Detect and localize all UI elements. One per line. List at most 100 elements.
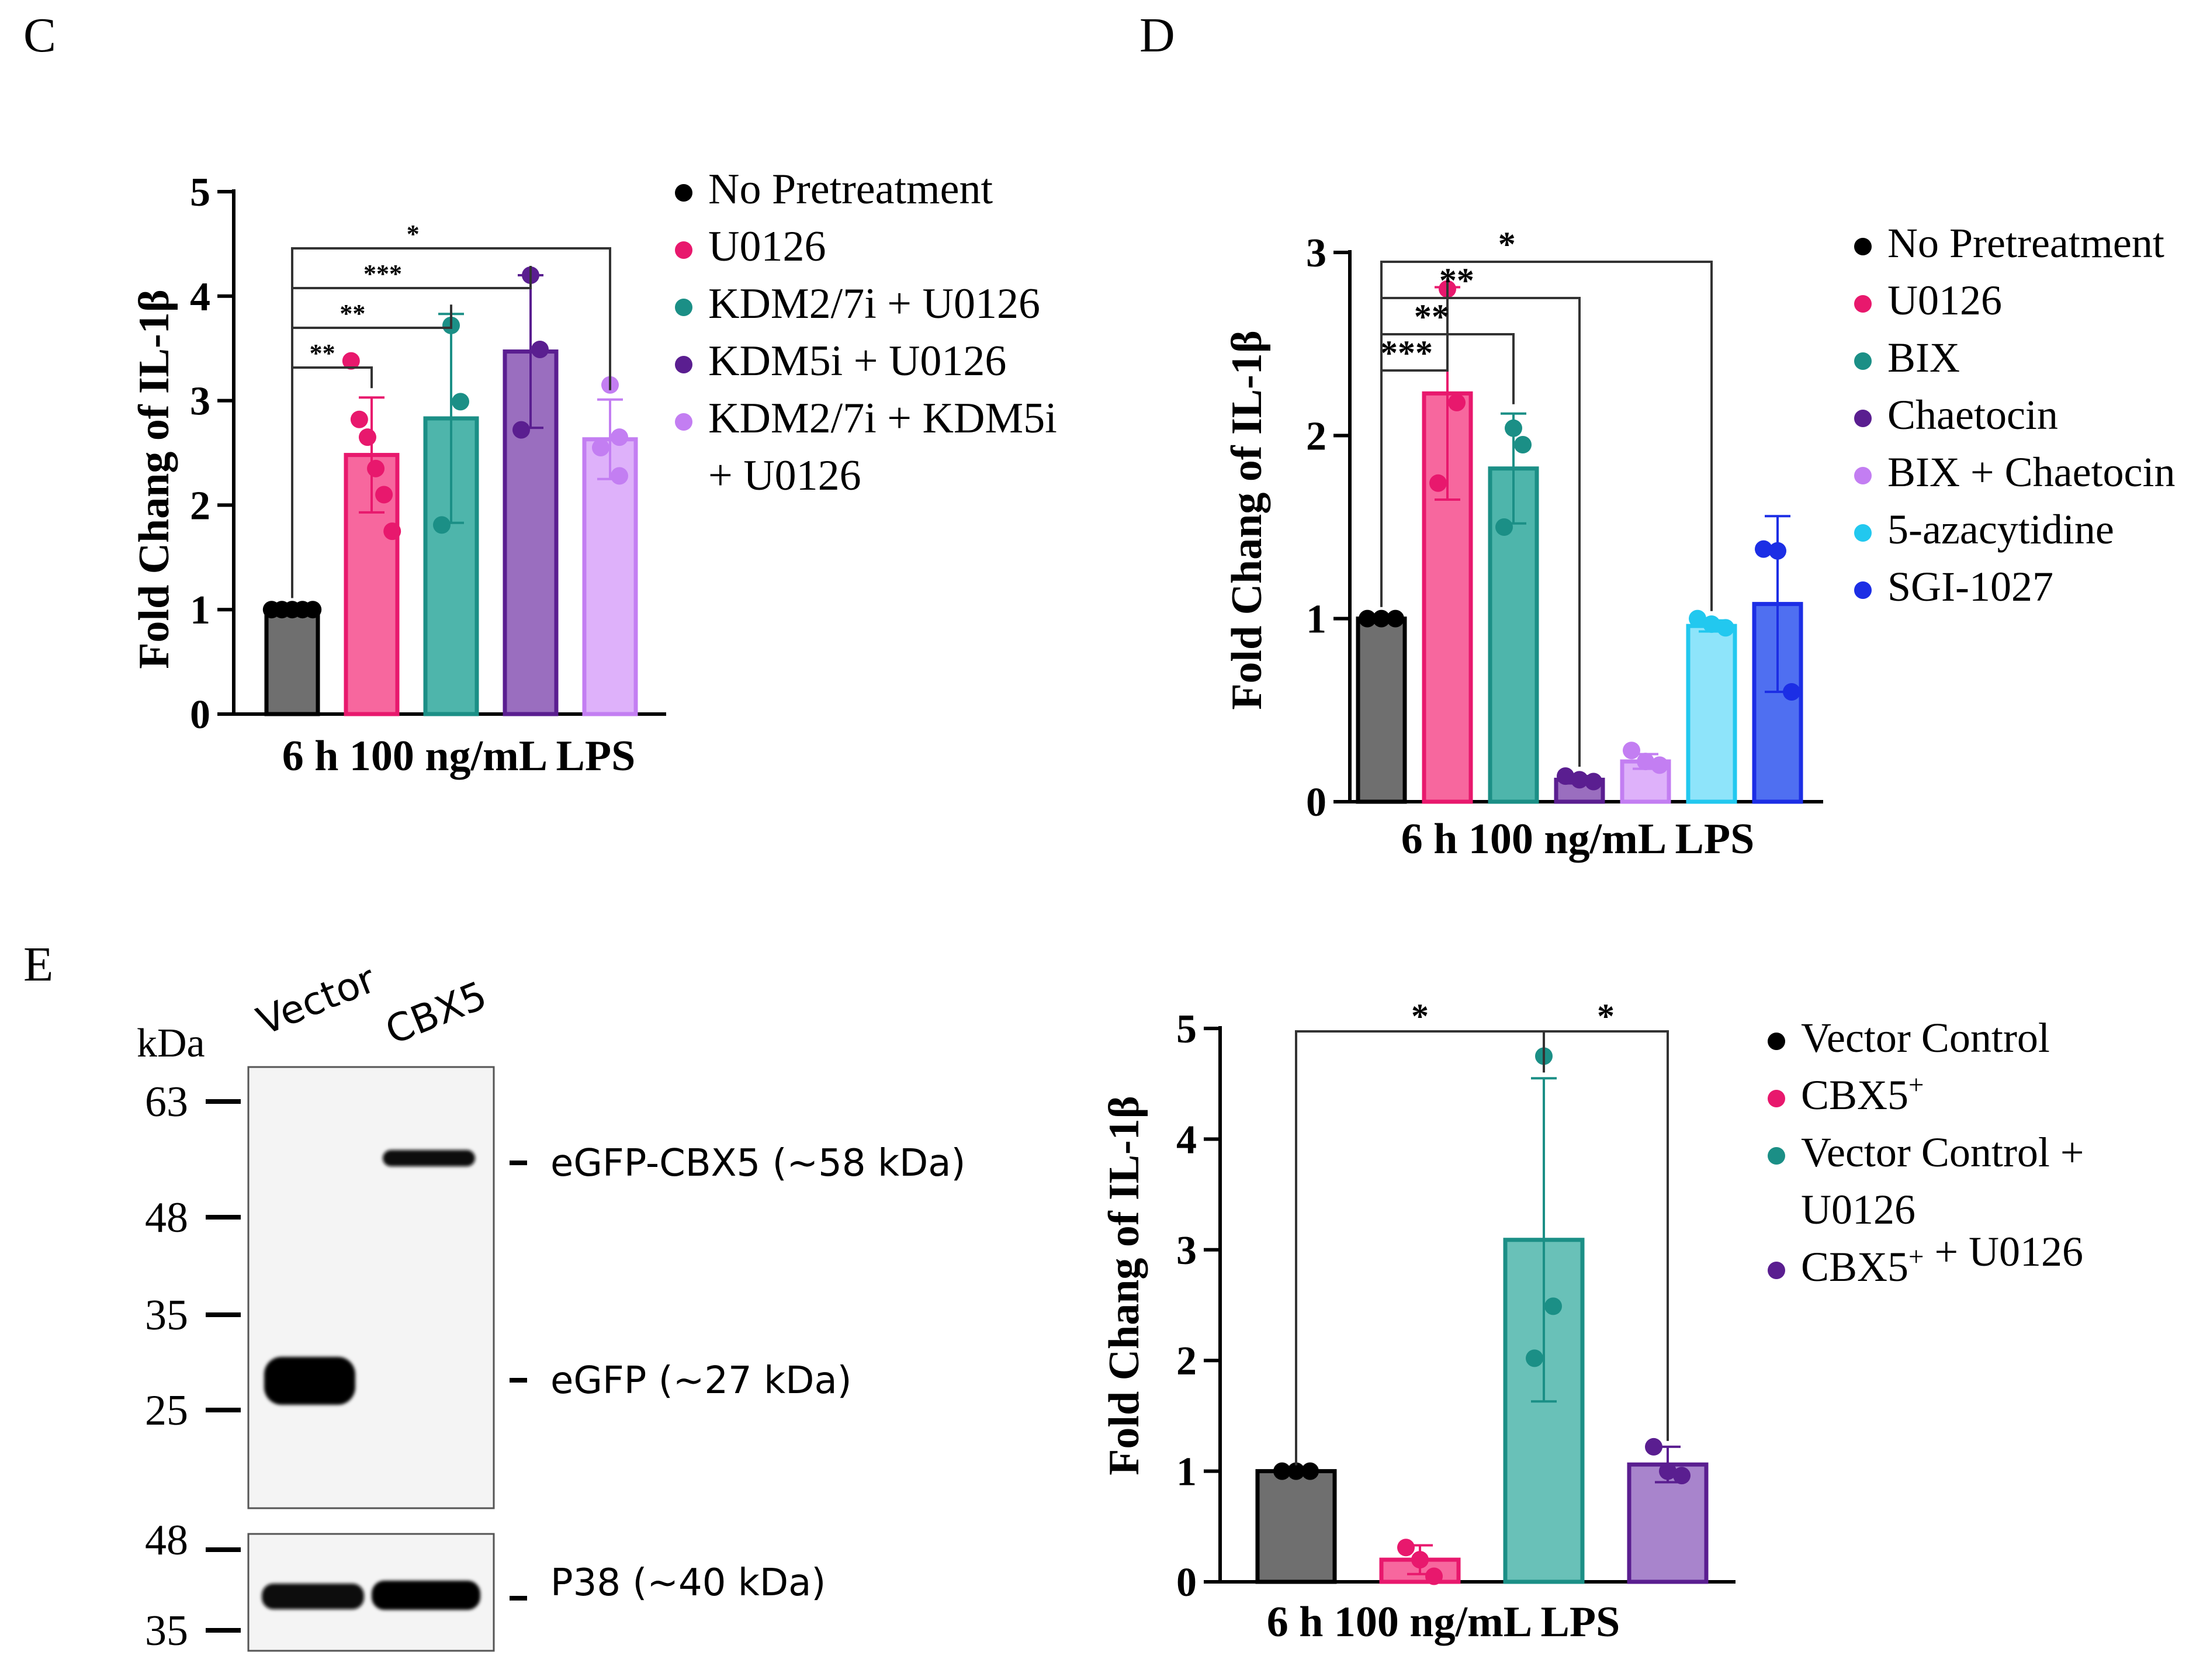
d-sig-bracket [1380,261,1713,611]
lane-label-vector: Vector [251,956,382,1044]
d-sig-label: * [1498,225,1516,264]
d-data-point [1571,771,1588,789]
c-legend-label: KDM2/7i + KDM5i [708,394,1057,442]
c-data-point [350,410,368,428]
band-p38-vector [262,1584,364,1609]
e-legend-label: U0126 [1801,1186,1915,1233]
chart-e-xlabel: 6 h 100 ng/mL LPS [1267,1598,1620,1646]
marker-48-lower: 48 [145,1516,188,1564]
e-data-point [1645,1437,1662,1456]
d-legend-label: No Pretreatment [1887,220,2164,266]
d-sig-label: *** [1380,334,1433,372]
d-data-point [1495,518,1513,536]
e-data-point [1526,1349,1543,1367]
e-legend-label: Vector Control [1801,1014,2050,1061]
e-legend-marker [1768,1147,1785,1165]
e-data-point [1673,1467,1691,1485]
c-sig-label: *** [363,259,402,288]
d-legend-marker [1854,295,1872,313]
d-data-point [1505,419,1522,437]
d-data-point [1359,609,1376,628]
panel-label-d: D [1139,8,1175,63]
d-data-point [1755,540,1772,558]
e-y-tick-label: 3 [1176,1228,1197,1273]
d-data-point [1585,773,1602,791]
c-y-tick-label: 2 [190,483,210,528]
marker-25: 25 [145,1387,188,1435]
panel-label-e: E [23,937,53,992]
e-sig-label: * [1597,997,1615,1035]
chart-c-xlabel: 6 h 100 ng/mL LPS [282,732,636,780]
c-y-tick-label: 0 [190,692,210,737]
c-data-point [367,459,385,477]
c-data-point [433,516,451,534]
c-y-tick-label: 3 [190,379,210,424]
c-sig-label: ** [310,339,335,368]
c-sig-bracket [291,266,532,598]
c-legend-label: KDM5i + U0126 [708,337,1006,385]
chart-d-legend: No Pretreatment U0126 BIX Chaetocin BIX + Ch… [1854,220,2176,610]
d-legend-label: BIX + Chaetocin [1887,449,2176,496]
d-sig-label: ** [1414,297,1449,336]
d-data-point [1429,474,1447,492]
d-legend-marker [1854,467,1872,484]
c-data-point [383,522,401,541]
d-y-tick-label: 1 [1306,597,1326,642]
d-y-tick-label: 3 [1306,231,1326,276]
chart-e-legend: Vector Control CBX5+ Vector Control + U0126… [1768,1014,2084,1290]
e-y-tick-label: 0 [1176,1560,1197,1605]
band-egfp [264,1357,355,1405]
c-sig-label: * [407,220,420,248]
d-legend-label: Chaetocin [1887,392,2058,438]
c-bar [582,437,638,716]
chart-d-ylabel: Fold Chang of IL-1β [1223,330,1271,710]
c-y-tick-label: 1 [190,588,210,633]
c-y-tick-label: 5 [190,170,210,215]
e-legend-label: CBX5+ + U0126 [1801,1228,2083,1290]
d-data-point [1651,756,1668,774]
marker-35: 35 [145,1291,188,1339]
blot-membrane-upper [247,1066,495,1509]
c-bar [264,607,320,716]
d-y-tick-label: 0 [1306,780,1326,825]
d-bar [1686,623,1737,804]
c-legend-label: + U0126 [708,452,861,500]
d-data-point [1689,609,1706,628]
d-legend-marker [1854,524,1872,542]
e-y-tick-label: 4 [1176,1117,1197,1162]
e-data-point [1659,1462,1676,1480]
c-data-point [512,421,530,439]
e-data-point [1544,1297,1562,1315]
kda-label: kDa [137,1021,205,1066]
e-y-tick-label: 5 [1176,1007,1197,1052]
d-legend-marker [1854,581,1872,599]
d-data-point [1387,609,1404,628]
band-label-p38: P38 (~40 kDa) [550,1561,826,1605]
d-data-point [1373,609,1390,628]
e-data-point [1397,1539,1415,1557]
e-data-point [1411,1551,1429,1569]
e-legend-marker [1768,1262,1785,1279]
e-bar [1255,1469,1337,1584]
band-label-egfp: eGFP (~27 kDa) [550,1359,852,1402]
e-data-point [1287,1462,1305,1480]
e-data-point [1301,1462,1319,1480]
d-data-point [1514,436,1532,453]
c-data-point [375,486,393,504]
e-data-point [1425,1567,1443,1585]
d-data-point [1448,393,1466,411]
c-data-point [358,428,376,446]
d-data-point [1769,542,1786,560]
marker-35-lower: 35 [145,1607,188,1655]
panel-label-c: C [23,8,56,63]
c-legend-label: No Pretreatment [708,165,993,213]
marker-63: 63 [145,1078,188,1126]
c-data-point [304,601,322,619]
band-p38-cbx5 [372,1581,480,1610]
band-egfp-cbx5 [383,1150,475,1166]
e-legend-label: Vector Control + [1801,1129,2084,1176]
western-blot: kDa Vector CBX5 63 48 35 25 48 35 eGFP-C… [137,956,965,1655]
d-legend-marker [1854,410,1872,427]
d-bar [1356,616,1407,804]
